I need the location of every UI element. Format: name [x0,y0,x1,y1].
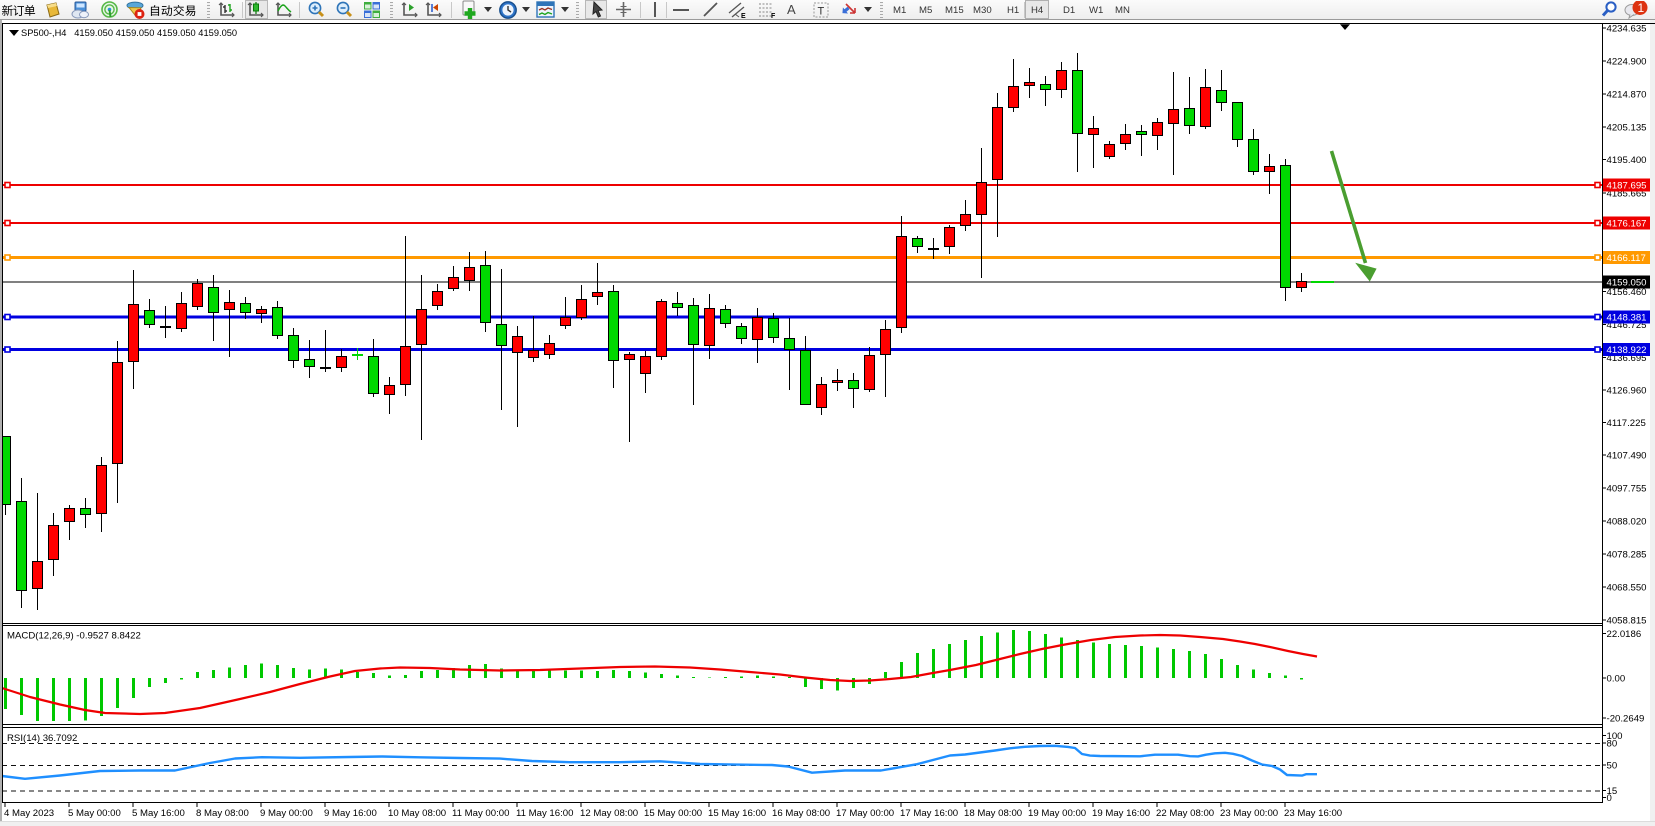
svg-text:SP500-,H4 4159.050 4159.050: SP500-,H4 4159.050 4159.050 4159.050 415… [21,28,237,38]
svg-text:4205.135: 4205.135 [1607,123,1647,134]
svg-text:9 May 00:00: 9 May 00:00 [260,808,313,819]
svg-text:16 May 08:00: 16 May 08:00 [772,808,830,819]
svg-text:4159.050: 4159.050 [1607,278,1647,289]
svg-text:0: 0 [1607,793,1612,804]
svg-text:4234.635: 4234.635 [1607,24,1647,35]
svg-text:17 May 00:00: 17 May 00:00 [836,808,894,819]
svg-text:MACD(12,26,9) -0.9527 8.8422: MACD(12,26,9) -0.9527 8.8422 [7,631,141,642]
svg-text:10 May 08:00: 10 May 08:00 [388,808,446,819]
svg-text:15 May 00:00: 15 May 00:00 [644,808,702,819]
svg-text:T: T [818,6,825,18]
svg-text:11 May 16:00: 11 May 16:00 [516,808,573,819]
svg-text:4166.117: 4166.117 [1607,253,1646,264]
svg-text:4136.695: 4136.695 [1607,353,1647,364]
svg-text:RSI(14) 36.7092: RSI(14) 36.7092 [7,733,77,744]
svg-text:5 May 16:00: 5 May 16:00 [132,808,185,819]
svg-text:5 May 00:00: 5 May 00:00 [68,808,121,819]
svg-text:50: 50 [1607,761,1618,772]
svg-text:4068.550: 4068.550 [1607,583,1647,594]
svg-text:80: 80 [1607,739,1618,750]
svg-text:23 May 00:00: 23 May 00:00 [1220,808,1278,819]
svg-text:15: 15 [1607,786,1618,797]
svg-text:8 May 08:00: 8 May 08:00 [196,808,249,819]
svg-text:19 May 16:00: 19 May 16:00 [1092,808,1150,819]
svg-text:4107.490: 4107.490 [1607,451,1647,462]
svg-text:4117.225: 4117.225 [1607,418,1646,429]
svg-text:23 May 16:00: 23 May 16:00 [1284,808,1342,819]
svg-text:4146.725: 4146.725 [1607,320,1647,331]
svg-text:-20.2649: -20.2649 [1607,714,1645,725]
svg-text:4097.755: 4097.755 [1607,484,1647,495]
svg-text:11 May 00:00: 11 May 00:00 [452,808,509,819]
svg-text:E: E [741,13,746,19]
svg-text:4148.381: 4148.381 [1607,313,1647,324]
svg-text:100: 100 [1607,731,1623,742]
svg-text:4195.400: 4195.400 [1607,155,1647,166]
svg-text:18 May 08:00: 18 May 08:00 [964,808,1022,819]
svg-text:4126.960: 4126.960 [1607,386,1647,397]
svg-text:22.0186: 22.0186 [1607,629,1642,640]
svg-text:F: F [771,13,776,19]
svg-text:4058.815: 4058.815 [1607,616,1647,627]
svg-text:9 May 16:00: 9 May 16:00 [324,808,377,819]
svg-text:1: 1 [1638,1,1645,15]
svg-text:12 May 08:00: 12 May 08:00 [580,808,638,819]
svg-text:4185.665: 4185.665 [1607,189,1647,200]
svg-text:4138.922: 4138.922 [1607,345,1647,356]
svg-text:17 May 16:00: 17 May 16:00 [900,808,958,819]
svg-text:4176.167: 4176.167 [1607,219,1647,230]
svg-text:4224.900: 4224.900 [1607,57,1647,68]
svg-text:15 May 16:00: 15 May 16:00 [708,808,766,819]
svg-text:22 May 08:00: 22 May 08:00 [1156,808,1214,819]
svg-text:4078.285: 4078.285 [1607,550,1647,561]
svg-text:4214.870: 4214.870 [1607,90,1647,101]
svg-text:4 May 2023: 4 May 2023 [4,808,54,819]
svg-text:19 May 00:00: 19 May 00:00 [1028,808,1086,819]
svg-text:0.00: 0.00 [1607,674,1626,685]
svg-text:4187.695: 4187.695 [1607,181,1647,192]
svg-text:4088.020: 4088.020 [1607,517,1647,528]
svg-text:4156.460: 4156.460 [1607,287,1647,298]
